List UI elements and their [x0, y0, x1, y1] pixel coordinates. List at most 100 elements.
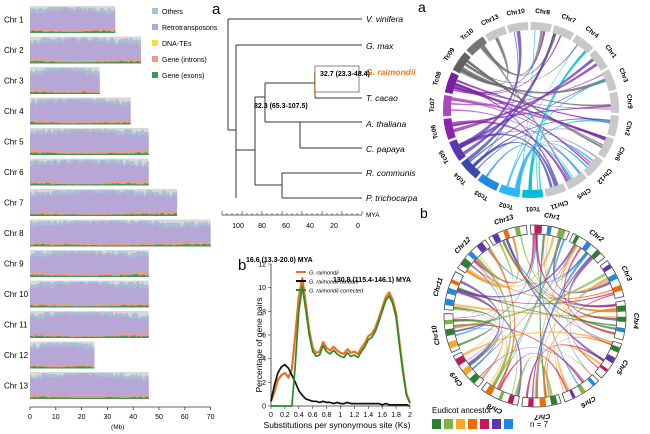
retrotransposon-area: [30, 344, 95, 369]
circos-b-block: [577, 384, 586, 394]
circos-b-block: [462, 365, 473, 376]
circos-b-block: [514, 226, 521, 236]
circos-b-link: [501, 240, 617, 312]
retrotransposon-area: [30, 373, 149, 399]
node-label-gossypium: 32.7 (23.3-48.4): [320, 71, 370, 78]
ks-legend-label: G. raimondii: [309, 271, 339, 277]
chromosome-composition-panel: Chr 1 Chr 2 Chr 3 Chr 4 Chr 5 Chr 6 Chr 7 Chr 8…: [4, 6, 211, 399]
chromosome-label: Chr 8: [4, 229, 24, 238]
circos-a-segment-label: Tc02: [498, 200, 514, 210]
circos-a-segment-label: Tc07: [429, 97, 437, 112]
circos-b-link: [479, 347, 585, 382]
circos-a-link: [529, 143, 588, 190]
circos-b-block: [485, 385, 495, 396]
circos-b-segment-label: Chr9: [449, 370, 465, 387]
circos-a-link: [480, 30, 544, 76]
circos-a-segment-label: Chr4: [584, 25, 600, 40]
circos-a-link: [453, 63, 598, 133]
ks-y-tick-label: 12: [258, 262, 266, 269]
circos-b-segment-label: Chr7: [533, 412, 551, 420]
species-label: C. papaya: [366, 144, 405, 154]
circos-a-segment-label: Chr13: [480, 13, 500, 27]
ks-xlabel: Substitutions per synonymous site (Ks): [264, 420, 411, 430]
ks-y-tick-label: 2: [262, 380, 266, 387]
circos-a-link: [473, 31, 519, 167]
circos-a-link: [481, 33, 557, 76]
circos-b-block: [612, 285, 622, 293]
ancestor-swatch: [432, 419, 441, 429]
exon-area: [30, 60, 141, 64]
ks-y-tick-label: 10: [258, 285, 266, 292]
circos-b-link: [556, 345, 602, 392]
ks-legend-label: G. raimondii corrected: [309, 289, 364, 295]
circos-a-link: [485, 143, 572, 180]
circos-b-block: [450, 279, 460, 286]
circos-b-block: [468, 251, 478, 261]
ks-x-tick-label: 1.6: [377, 412, 387, 419]
circos-b-link: [492, 237, 562, 388]
ks-legend: G. raimondii G. raimondii tandem G. raimon…: [296, 271, 364, 295]
circos-a-link: [518, 30, 536, 190]
panel-label-circos-b: b: [420, 205, 428, 221]
circos-b-block: [447, 287, 457, 296]
circos-a-segment-label: Chr9: [625, 94, 633, 110]
legend-swatch: [152, 24, 158, 30]
axis-tick-label: 30: [104, 414, 112, 421]
circos-b-segment-label: Chr5: [615, 358, 629, 375]
ks-axes: 0 0.2 0.4 0.6 0.8 1 1.2 1.4 1.6 1.8 2 0 2 4 6 8 10 12: [258, 262, 412, 420]
circos-a-segment: [460, 158, 481, 179]
circos-b-block: [581, 241, 592, 252]
circos-b-link: [498, 353, 569, 392]
circos-a-segment: [443, 118, 456, 140]
chromosome-label: Chr 12: [4, 351, 29, 360]
circos-b-ring: Chr1Chr2Chr3Chr4Chr5Chr6Chr7Chr8Chr9Chr1…: [431, 212, 639, 420]
circos-a-segment-label: Chr8: [535, 8, 551, 17]
axis-tick-label: 40: [129, 414, 137, 421]
circos-a-link: [514, 144, 581, 189]
circos-a-segment: [544, 183, 567, 197]
species-label: R. communis: [366, 168, 416, 178]
circos-a-segment: [466, 36, 488, 56]
retrotransposon-area: [30, 160, 149, 186]
circos-eudicot-ancestor: b Chr1Chr2Chr3Chr4Chr5Chr6Chr7Chr8Chr9Ch…: [420, 205, 639, 429]
circos-a-segment: [444, 72, 459, 95]
circos-b-block: [549, 395, 558, 406]
circos-b-block: [469, 373, 480, 384]
circos-a-segment-label: Chr1: [603, 44, 618, 60]
circos-a-segment-label: Tc06: [430, 124, 440, 140]
ks-x-tick-label: 2: [408, 412, 412, 419]
tree-species-labels: V. vinifera G. max G. raimondii T. cacao A. …: [365, 14, 418, 203]
chromosome-label: Chr 13: [4, 382, 29, 391]
ancestor-swatch: [504, 419, 513, 429]
ks-series: [269, 277, 412, 407]
exon-area: [30, 213, 178, 216]
tree-axis-tick-label: 60: [282, 223, 290, 230]
circos-a-segment: [449, 139, 466, 162]
circos-a-link: [466, 60, 603, 148]
ks-x-tick-label: 0.8: [322, 412, 332, 419]
circos-a-segment: [485, 26, 507, 42]
ks-x-tick-label: 0.6: [308, 412, 318, 419]
retrotransposon-area: [30, 251, 149, 277]
circos-a-segment-label: Tc09: [443, 46, 457, 62]
node-label-box: [314, 65, 360, 93]
circos-a-segment: [443, 95, 453, 117]
circos-a-segment: [506, 22, 529, 34]
species-label: V. vinifera: [366, 14, 403, 24]
circos-a-segment-label: Tc01: [525, 205, 540, 212]
axis-tick-label: 70: [207, 414, 215, 421]
legend-label: Retrotransposons: [162, 25, 218, 32]
ks-x-tick-label: 0.2: [280, 412, 290, 419]
circos-a-segment-label: Tc03: [473, 188, 489, 201]
circos-b-segment-label: Chr3: [620, 265, 633, 283]
circos-a-segment-label: Chr3: [617, 67, 629, 84]
panel-label-b: b: [238, 257, 246, 274]
tree-axis-tick-label: 0: [356, 223, 360, 230]
species-label: T. cacao: [366, 93, 398, 103]
circos-a-link: [451, 109, 581, 174]
chromosome-label: Chr 10: [4, 290, 29, 299]
circos-b-block: [507, 394, 515, 404]
ks-legend-label: G. raimondii tandem: [309, 280, 359, 286]
legend-swatch: [152, 72, 158, 78]
ks-x-tick-label: 1.2: [350, 412, 360, 419]
